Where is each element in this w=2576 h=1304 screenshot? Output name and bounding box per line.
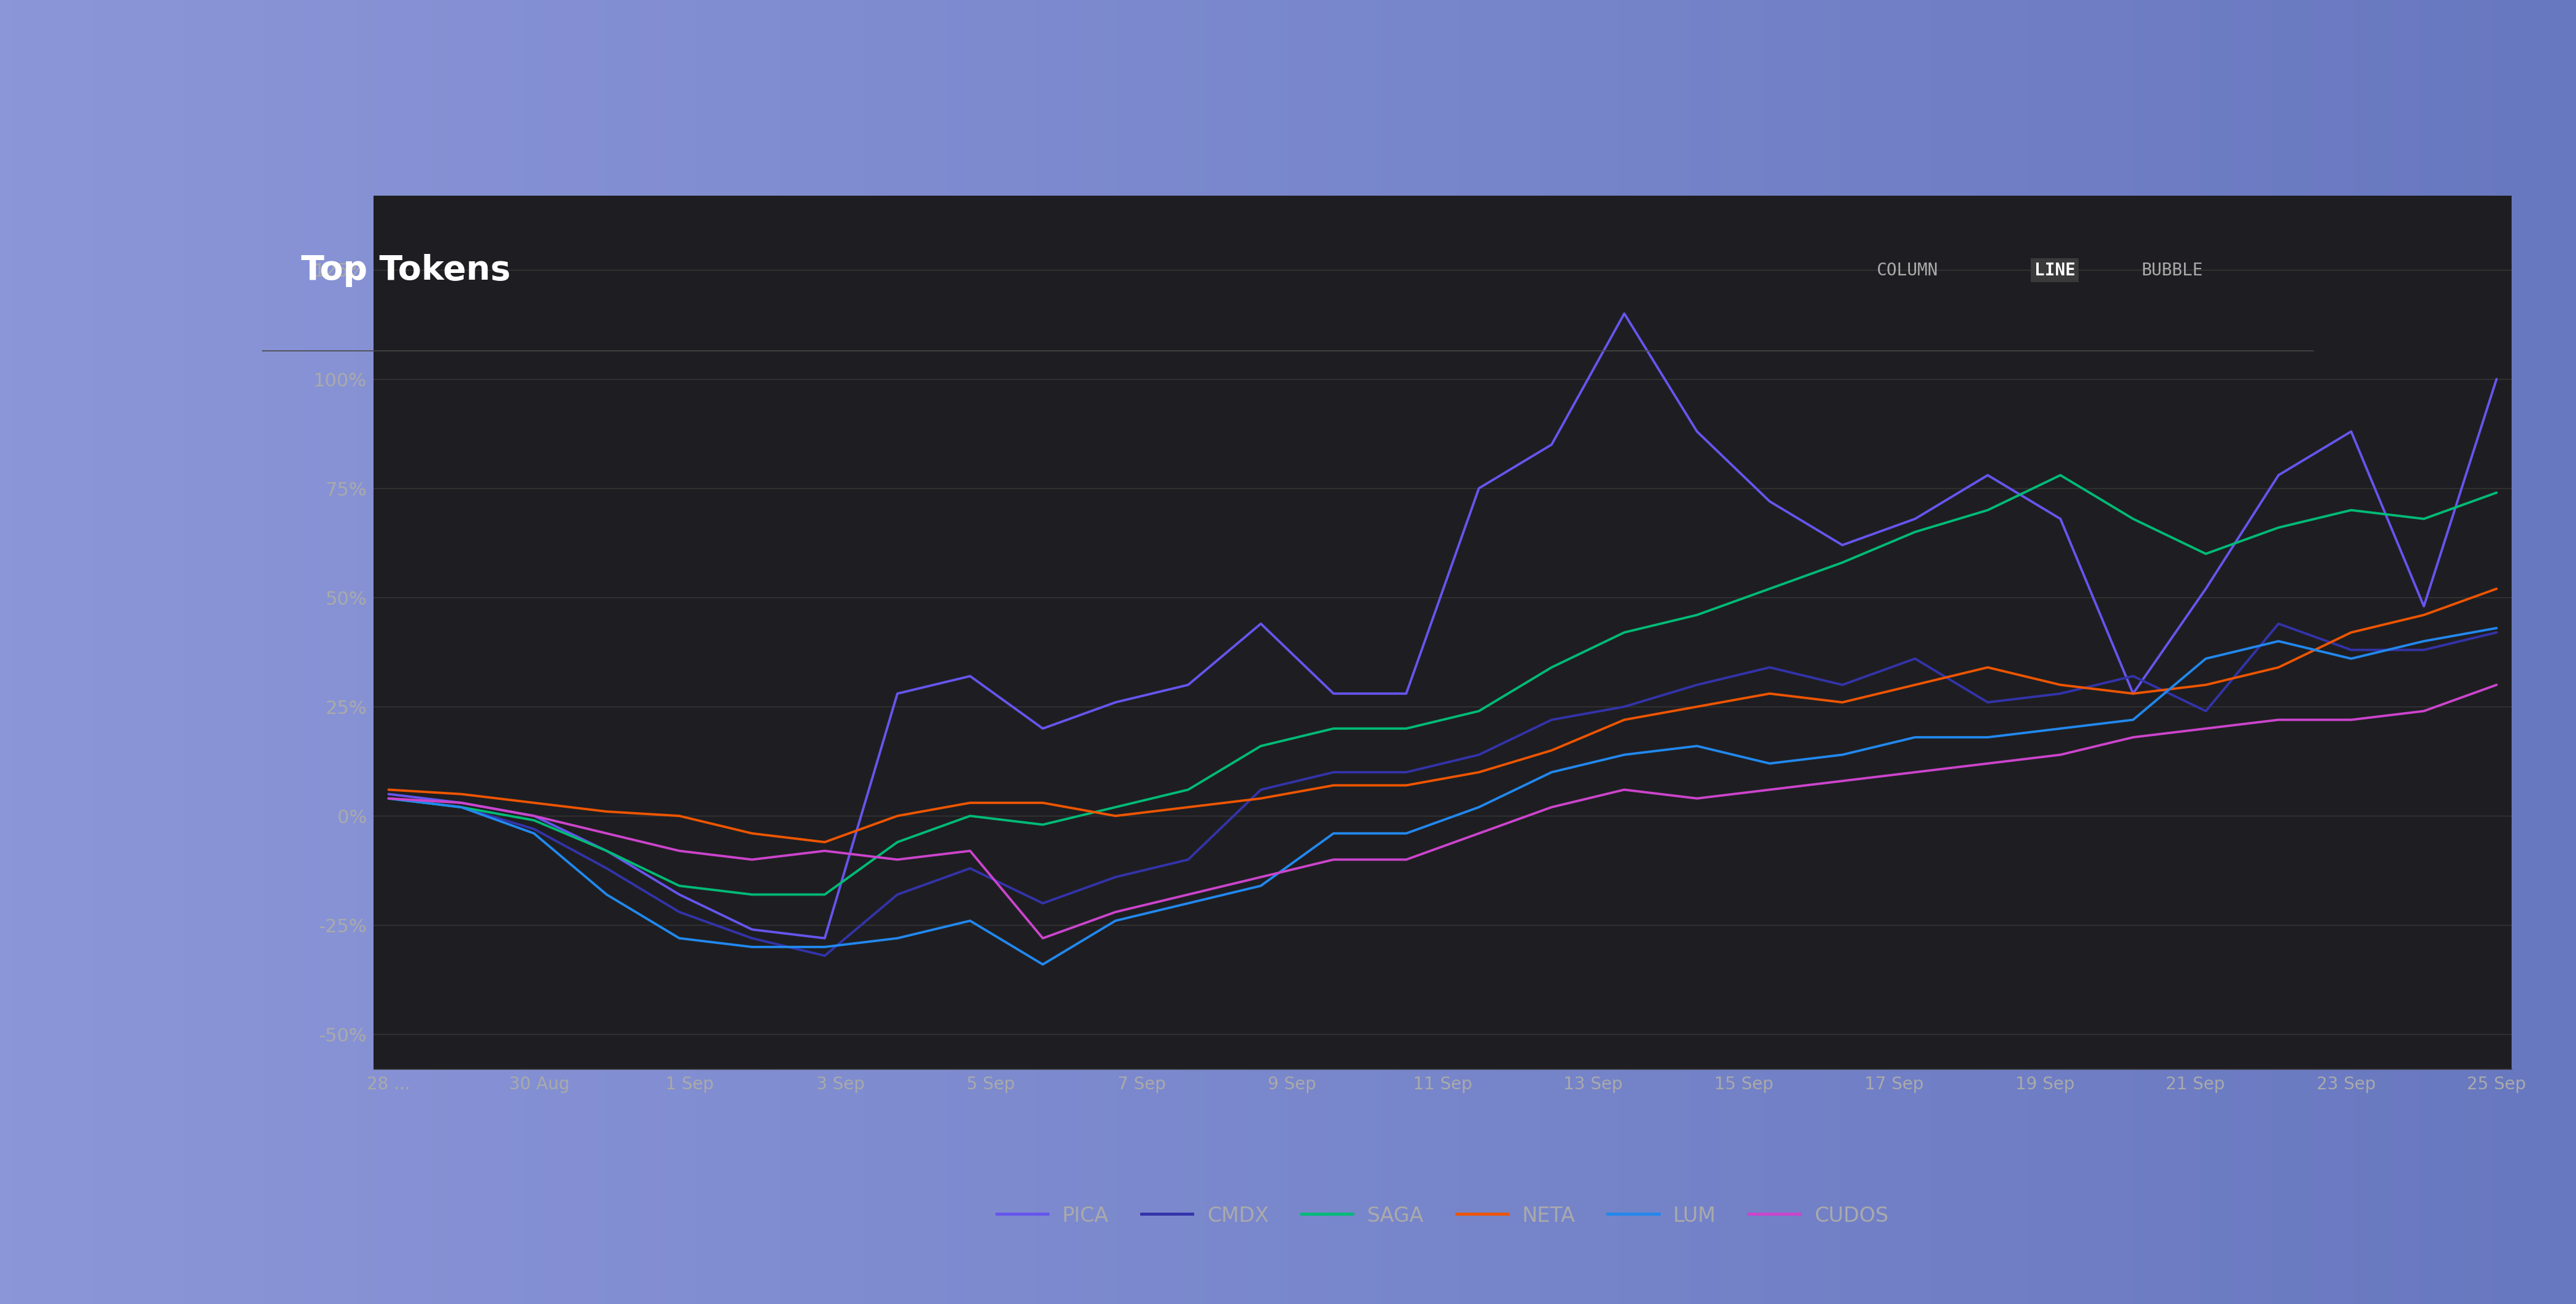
Legend: PICA, CMDX, SAGA, NETA, LUM, CUDOS: PICA, CMDX, SAGA, NETA, LUM, CUDOS xyxy=(989,1197,1896,1235)
Text: Top Tokens: Top Tokens xyxy=(301,254,510,287)
Text: BUBBLE: BUBBLE xyxy=(2141,262,2202,279)
Text: COLUMN: COLUMN xyxy=(1875,262,1937,279)
Text: LINE: LINE xyxy=(2035,262,2076,279)
